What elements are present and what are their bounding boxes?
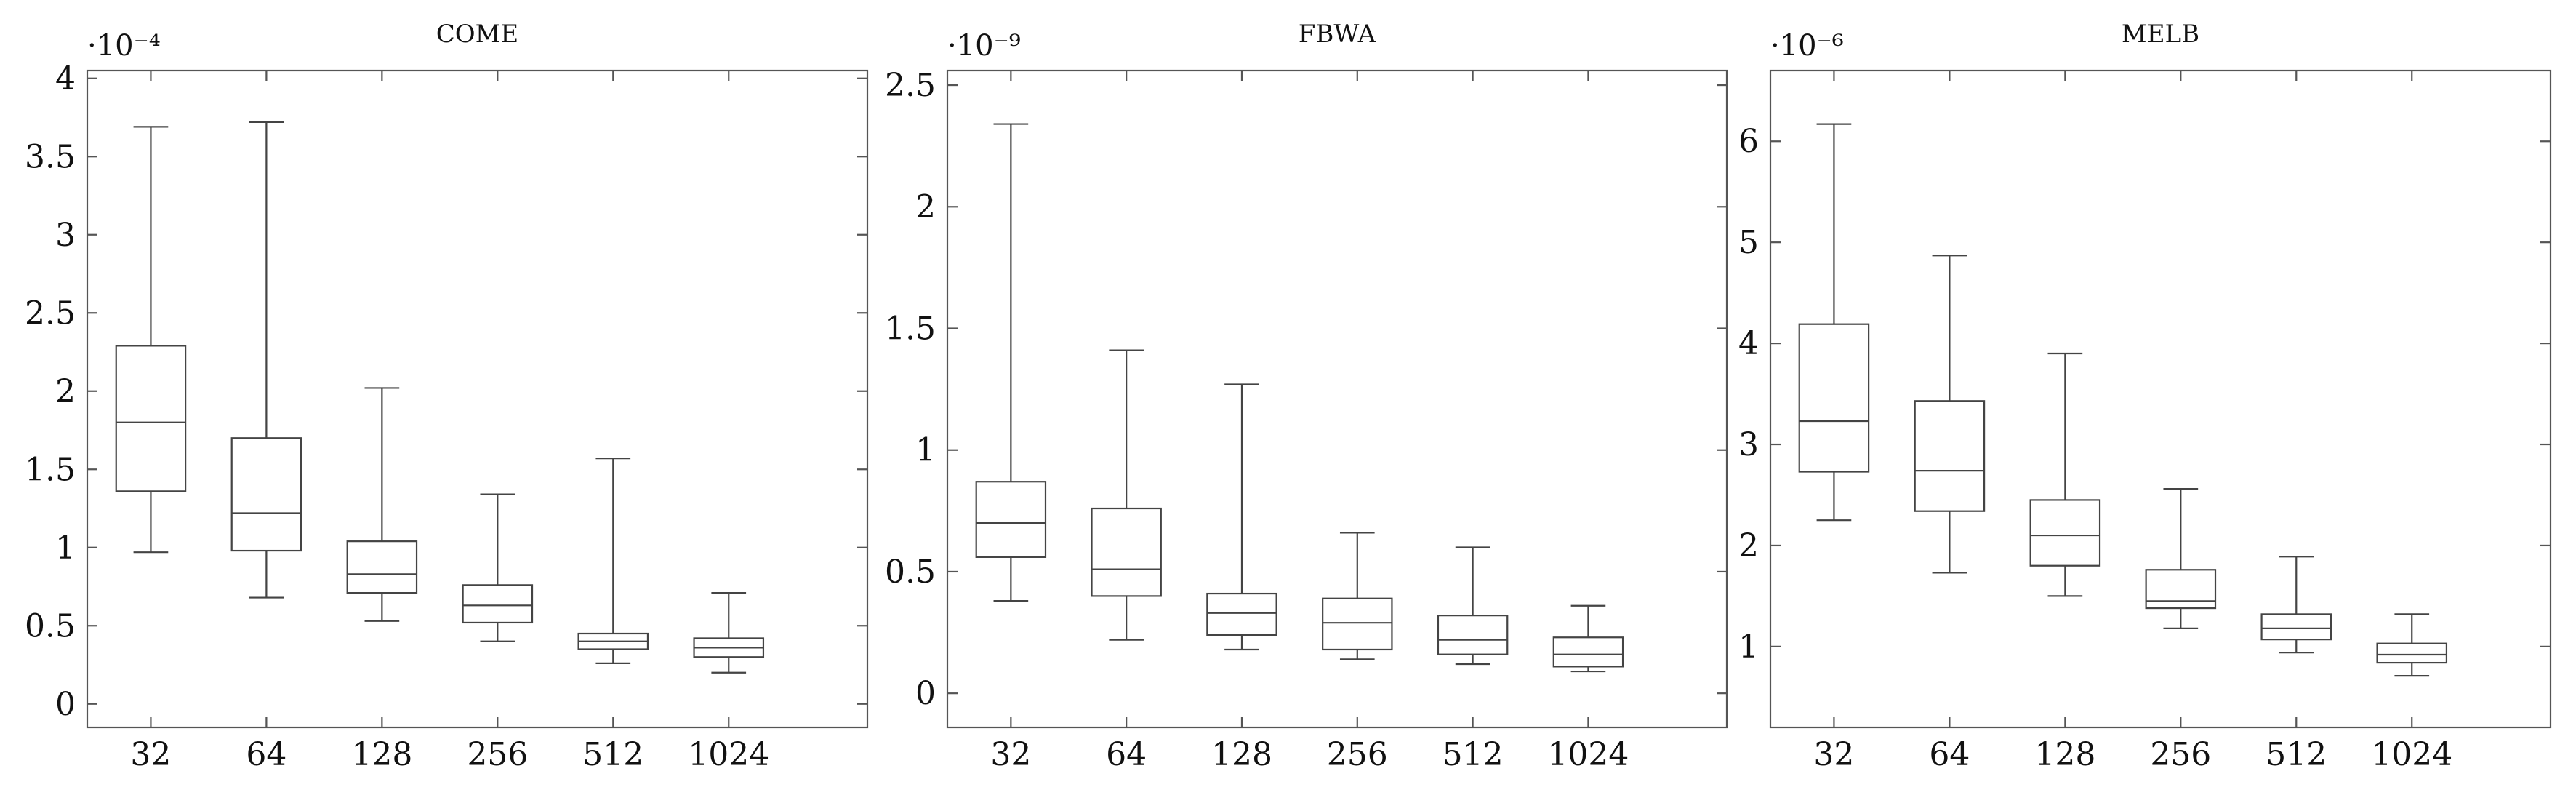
- iqr-box: [462, 584, 534, 624]
- y-tick-label: 0: [915, 675, 936, 712]
- x-tick-label: 512: [2266, 736, 2327, 773]
- box-1024: [1552, 604, 1624, 673]
- y-tick-label: 2: [1738, 527, 1759, 564]
- x-tick-label: 32: [990, 736, 1031, 773]
- iqr-box: [1206, 592, 1277, 636]
- y-tick-label: 1: [1738, 628, 1759, 666]
- box-512: [577, 458, 649, 664]
- chart-title: FBWA: [1299, 20, 1376, 49]
- box-512: [2260, 556, 2332, 654]
- box-64: [1914, 255, 1986, 574]
- y-tick-label: 6: [1738, 123, 1759, 160]
- y-tick-label: 2: [915, 188, 936, 225]
- y-tick-label: 1.5: [885, 311, 936, 348]
- iqr-box: [1552, 636, 1624, 668]
- box-1024: [693, 591, 765, 674]
- iqr-box: [1322, 597, 1393, 651]
- panel-fbwa: FBWA ·10⁻⁹ 0 0.5 1 1.5 2 2.5 32 64 128 256 512 1024: [885, 20, 1728, 773]
- y-tick-label: 3.5: [25, 138, 76, 175]
- iqr-box: [2376, 642, 2448, 664]
- x-tick-label: 256: [2150, 736, 2211, 773]
- box-128: [346, 387, 418, 622]
- plot-frame: [946, 69, 1728, 729]
- y-tick-label: 0.5: [25, 607, 76, 644]
- y-tick-label: 3: [55, 217, 76, 254]
- iqr-box: [975, 481, 1047, 558]
- box-1024: [2376, 613, 2448, 677]
- y-tick-label: 0.5: [885, 554, 936, 591]
- box-512: [1437, 546, 1509, 666]
- box-128: [2029, 352, 2101, 597]
- y-tick-label: 2: [55, 373, 76, 410]
- iqr-box: [2260, 613, 2332, 641]
- x-tick-label: 64: [1929, 736, 1970, 773]
- iqr-box: [1914, 400, 1986, 512]
- box-64: [230, 121, 302, 599]
- x-tick-label: 1024: [688, 736, 769, 773]
- y-tick-label: 3: [1738, 426, 1759, 463]
- y-scale-label: ·10⁻⁴: [87, 29, 161, 63]
- box-64: [1091, 349, 1162, 641]
- box-32: [1798, 123, 1870, 522]
- y-tick-label: 4: [1738, 325, 1759, 362]
- x-tick-label: 128: [2034, 736, 2095, 773]
- box-256: [1322, 532, 1393, 660]
- box-256: [462, 493, 534, 642]
- x-tick-label: 128: [351, 736, 412, 773]
- iqr-box: [1091, 507, 1162, 597]
- plot-frame: [1769, 69, 2552, 729]
- plot-frame: [86, 69, 869, 729]
- iqr-box: [346, 540, 418, 594]
- y-tick-label: 5: [1738, 224, 1759, 261]
- iqr-box: [115, 345, 187, 492]
- iqr-box: [1798, 323, 1870, 473]
- y-tick-label: 1: [915, 432, 936, 469]
- x-tick-label: 32: [1813, 736, 1854, 773]
- y-tick-label: 2.5: [885, 67, 936, 104]
- x-tick-label: 512: [1443, 736, 1504, 773]
- box-32: [975, 123, 1047, 602]
- box-32: [115, 126, 187, 554]
- y-tick-label: 2.5: [25, 295, 76, 332]
- y-tick-label: 1.5: [25, 451, 76, 488]
- y-tick-label: 1: [55, 530, 76, 567]
- x-tick-label: 32: [130, 736, 171, 773]
- panel-come: COME ·10⁻⁴ 0 0.5 1 1.5 2 2.5 3 3.5 4 32 64 128 256 512 1…: [25, 20, 869, 773]
- x-tick-label: 256: [1327, 736, 1388, 773]
- iqr-box: [230, 437, 302, 552]
- y-scale-label: ·10⁻⁹: [947, 29, 1021, 63]
- x-tick-label: 64: [246, 736, 286, 773]
- iqr-box: [1437, 615, 1509, 655]
- y-tick-label: 0: [55, 686, 76, 723]
- x-tick-label: 1024: [1547, 736, 1629, 773]
- x-tick-label: 512: [582, 736, 643, 773]
- x-tick-label: 256: [467, 736, 528, 773]
- x-tick-label: 128: [1211, 736, 1272, 773]
- iqr-box: [2029, 499, 2101, 567]
- x-tick-label: 64: [1106, 736, 1147, 773]
- panel-melb: MELB ·10⁻⁶ 1 2 3 4 5 6 32 64 128 256 512 1024: [1738, 20, 2552, 773]
- x-tick-label: 1024: [2371, 736, 2452, 773]
- y-scale-label: ·10⁻⁶: [1770, 29, 1844, 63]
- chart-title: MELB: [2122, 20, 2199, 49]
- box-256: [2145, 488, 2217, 629]
- box-128: [1206, 383, 1277, 651]
- iqr-box: [2145, 569, 2217, 610]
- chart-title: COME: [436, 20, 519, 49]
- y-tick-label: 4: [55, 60, 76, 97]
